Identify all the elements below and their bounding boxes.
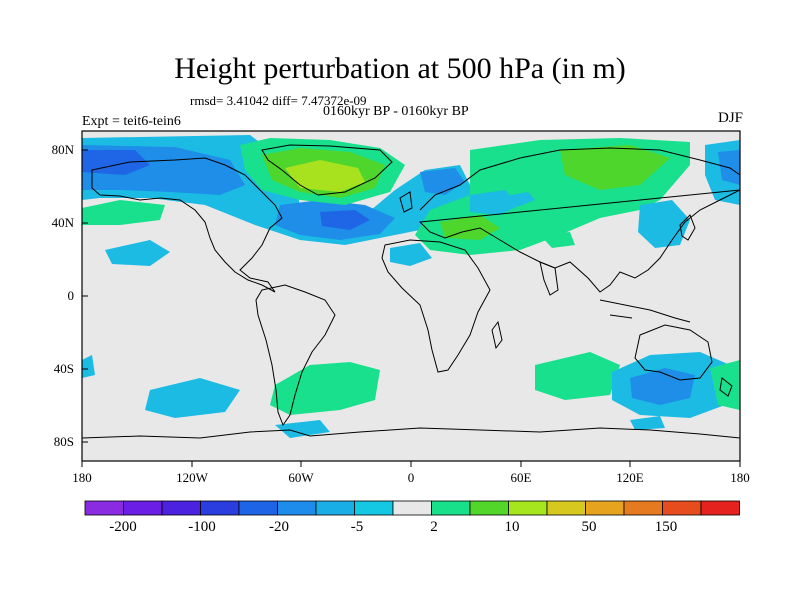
contour-blue-east-asia: [638, 200, 690, 248]
colorbar-label-2: 2: [430, 519, 438, 535]
contour-blue-africa: [390, 243, 432, 266]
rmsd-diff-stats: rmsd= 3.41042 diff= 7.47372e-09: [190, 93, 367, 108]
contour-blue-npac-sub: [105, 240, 170, 266]
coastline-africa: [381, 239, 491, 373]
coastline-new-zealand: [719, 377, 733, 397]
colorbar-label-50: 50: [581, 519, 597, 535]
coastline-india: [539, 261, 559, 296]
colorbar-box-13: [585, 500, 625, 516]
lat-label-0: 0: [67, 288, 75, 303]
contour-green-europe-inner: [440, 215, 500, 240]
axis-ticks: [81, 149, 741, 467]
contour-green-satl: [270, 362, 380, 415]
colorbar-label-minus200: -200: [109, 519, 137, 535]
season-label: DJF: [717, 110, 743, 126]
lon-label-180w: 180: [72, 470, 92, 485]
coastline-uk: [399, 191, 413, 213]
contour-core-north-atlantic: [320, 210, 370, 230]
colorbar-box-4: [238, 500, 278, 516]
contour-blue-spac-small: [82, 355, 95, 378]
coastline-south-america: [255, 284, 336, 427]
colorbar-box-16: [700, 500, 740, 516]
contour-green-npac-west: [82, 200, 165, 225]
coastline-eurasia: [418, 147, 740, 293]
colorbar-box-2: [161, 500, 201, 516]
colorbar-box-14: [623, 500, 663, 516]
lat-label-40n: 40N: [51, 215, 74, 230]
contour-deep-blue-scand: [420, 168, 465, 195]
colorbar-label-minus100: -100: [188, 519, 216, 535]
colorbar-box-15: [662, 500, 702, 516]
contour-blue-spac: [145, 378, 240, 418]
contour-green-sindian: [535, 352, 620, 400]
colorbar-box-11: [508, 500, 548, 516]
experiment-label: Expt = teit6-tein6: [82, 114, 181, 129]
coastline-madagascar: [491, 320, 503, 350]
contour-blue-natl-sub: [505, 192, 535, 206]
lon-label-60w: 60W: [288, 470, 314, 485]
colorbar-label-minus5: -5: [350, 519, 364, 535]
coastlines: [82, 144, 740, 439]
contour-green-nz: [710, 360, 740, 410]
colorbar-box-10: [469, 500, 509, 516]
lon-label-180e: 180: [730, 470, 750, 485]
coastline-antarctica: [82, 427, 740, 439]
colorbar-label-minus20: -20: [269, 519, 289, 535]
contour-deep-blue-aus: [630, 368, 695, 405]
colorbar-label-150: 150: [654, 519, 678, 535]
contour-green-indian: [540, 232, 575, 248]
contour-green-eurasia-inner: [560, 145, 670, 190]
colorbar-box-5: [277, 500, 317, 516]
contour-blue-antarctic-a: [275, 420, 330, 438]
lon-label-120w: 120W: [176, 470, 208, 485]
coastline-japan: [679, 214, 696, 241]
lon-label-60e: 60E: [510, 470, 532, 485]
lon-label-120e: 120E: [616, 470, 644, 485]
lat-label-40s: 40S: [53, 361, 74, 376]
colorbar-box-8: [392, 500, 432, 516]
colorbar-box-12: [546, 500, 586, 516]
colorbar-label-10: 10: [504, 519, 520, 535]
colorbar-box-0: [84, 500, 124, 516]
colorbar-box-7: [354, 500, 394, 516]
lon-label-0: 0: [407, 470, 415, 485]
period-label: 0160kyr BP - 0160kyr BP: [323, 104, 469, 119]
contour-blue-antarctic-b: [630, 416, 665, 430]
colorbar-box-6: [315, 500, 355, 516]
colorbar-box-1: [123, 500, 163, 516]
colorbar: [84, 500, 740, 516]
coastline-north-america: [91, 157, 283, 293]
colorbar-box-3: [200, 500, 240, 516]
coastline-greenland: [261, 144, 393, 196]
coastline-australia: [634, 324, 713, 381]
colorbar-box-9: [431, 500, 471, 516]
lat-label-80s: 80S: [53, 434, 74, 449]
coastline-indonesia: [599, 299, 691, 323]
contour-yellow-arctic: [285, 160, 365, 192]
map-title: Height perturbation at 500 hPa (in m): [174, 52, 626, 85]
lat-label-80n: 80N: [51, 142, 74, 157]
